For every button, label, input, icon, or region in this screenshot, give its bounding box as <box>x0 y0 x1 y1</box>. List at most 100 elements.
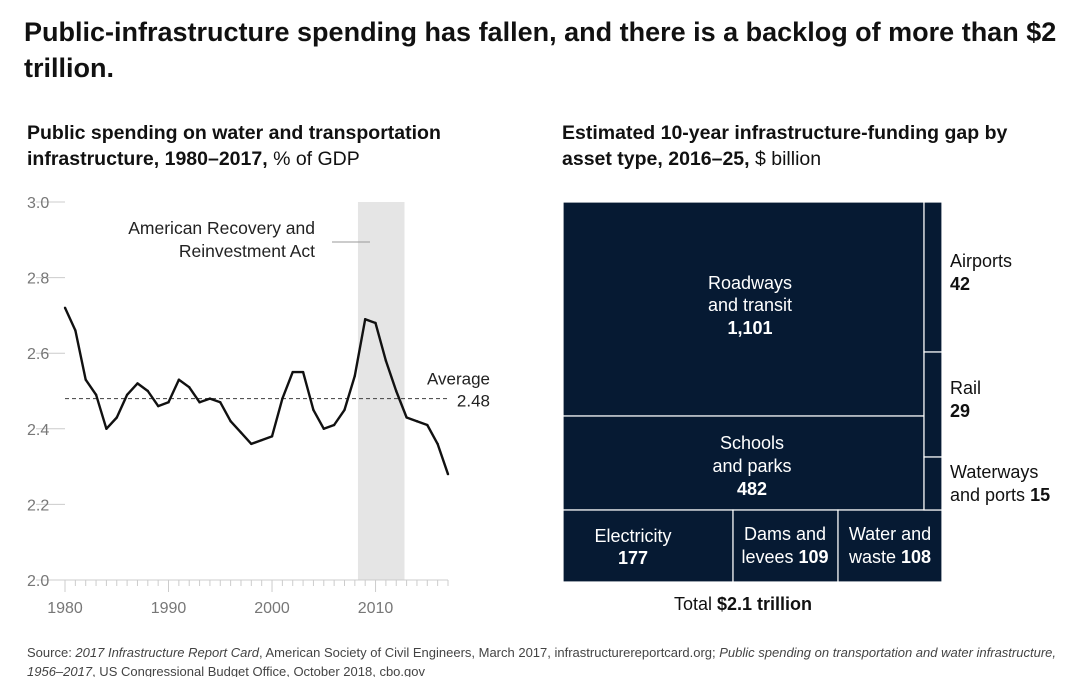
spending-data-point <box>322 427 325 430</box>
spending-data-point <box>63 306 67 310</box>
waterways-label-line2: and ports 15 <box>950 485 1050 505</box>
total-value: $2.1 trillion <box>717 594 813 614</box>
treemap-cell-airports <box>923 201 943 353</box>
spending-data-point <box>332 423 336 427</box>
spending-data-point <box>198 401 201 404</box>
spending-data-point <box>446 472 450 476</box>
treemap-cell-roadways-transit <box>562 201 925 417</box>
line-chart-title: Public spending on water and transportat… <box>27 120 507 172</box>
waterways-value: 15 <box>1030 485 1050 505</box>
spending-data-point <box>208 397 212 400</box>
treemap-cell-dams-levees <box>732 509 839 583</box>
spending-data-point <box>363 317 367 321</box>
treemap-total: Total $2.1 trillion <box>562 594 924 615</box>
spending-data-point <box>115 416 118 419</box>
line-chart-title-bold: Public spending on water and transportat… <box>27 122 441 170</box>
treemap-cell-water-waste <box>837 509 943 583</box>
spending-data-point <box>156 404 160 408</box>
dams-label-line2: levees 109 <box>741 547 828 567</box>
source-text-2: , US Congressional Budget Office, Octobe… <box>92 664 425 677</box>
average-label: Average <box>427 370 490 389</box>
spending-data-point <box>250 442 253 446</box>
spending-data-point <box>84 378 87 381</box>
spending-data-point <box>353 374 357 378</box>
source-text-1: , American Society of Civil Engineers, M… <box>258 645 720 660</box>
spending-data-point <box>426 423 429 427</box>
y-tick-label: 2.2 <box>27 497 49 514</box>
schools-value: 482 <box>737 479 767 499</box>
spending-data-point <box>188 386 191 389</box>
recovery-act-shaded-band <box>357 202 405 580</box>
waterways-label-line1: Waterways <box>950 462 1038 482</box>
y-tick-label: 2.8 <box>27 271 49 288</box>
spending-data-point <box>270 435 274 438</box>
y-tick-label: 2.4 <box>27 422 49 439</box>
x-tick-label: 1990 <box>151 600 187 617</box>
x-tick-label: 2010 <box>358 600 394 617</box>
electricity-value: 177 <box>618 548 648 568</box>
roadways-label-line2: and transit <box>708 295 792 315</box>
spending-data-point <box>405 416 408 419</box>
y-tick-label: 2.6 <box>27 346 49 363</box>
rail-value: 29 <box>950 401 970 421</box>
spending-data-point <box>436 442 439 446</box>
page-title: Public-infrastructure spending has falle… <box>24 17 1057 83</box>
spending-data-point <box>146 389 150 393</box>
spending-series-line <box>63 307 450 475</box>
schools-label-line1: Schools <box>720 433 784 453</box>
water-label-line1: Water and <box>849 524 931 544</box>
treemap-cell-electricity <box>562 509 734 583</box>
x-tick-label: 2000 <box>254 600 290 617</box>
line-chart-title-unit: % of GDP <box>273 148 360 170</box>
source-prefix: Source: <box>27 645 76 660</box>
spending-data-point <box>219 401 222 404</box>
spending-data-point <box>384 359 388 362</box>
spending-data-point <box>74 329 77 332</box>
dams-value: 109 <box>799 547 829 567</box>
water-value: 108 <box>901 547 931 567</box>
electricity-label: Electricity <box>594 526 671 546</box>
total-label: Total <box>673 594 712 614</box>
spending-data-point <box>94 393 98 396</box>
spending-data-point <box>343 408 346 412</box>
average-value-label: 2.48 <box>457 392 490 411</box>
spending-data-point <box>281 397 284 400</box>
y-tick-label: 3.0 <box>27 195 49 212</box>
spending-data-point <box>229 420 232 423</box>
source-title-1: 2017 Infrastructure Report Card <box>75 645 259 660</box>
spending-data-point <box>239 431 243 434</box>
x-tick-label: 1980 <box>47 600 83 617</box>
treemap-cell-waterways-ports <box>923 456 943 511</box>
spending-data-point <box>260 438 263 442</box>
rail-label: Rail <box>950 378 981 398</box>
schools-label-line2: and parks <box>712 456 791 476</box>
source-title-2: Public spending on transportation and wa… <box>27 645 1056 677</box>
treemap-cell-schools-parks <box>562 415 925 511</box>
recovery-act-annotation-line2: Reinvestment Act <box>179 241 315 261</box>
airports-value: 42 <box>950 274 970 294</box>
spending-data-point <box>395 389 398 393</box>
spending-data-point <box>415 420 419 423</box>
spending-data-point <box>177 378 181 381</box>
treemap-title: Estimated 10-year infrastructure-funding… <box>562 120 1052 172</box>
spending-data-point <box>125 393 129 396</box>
roadways-value: 1,101 <box>727 318 772 338</box>
spending-data-point <box>301 370 305 374</box>
treemap-title-unit: $ billion <box>754 148 822 170</box>
airports-label: Airports <box>950 251 1012 271</box>
spending-data-point <box>105 427 108 430</box>
source-note: Source: 2017 Infrastructure Report Card,… <box>27 643 1067 677</box>
treemap-title-bold: Estimated 10-year infrastructure-funding… <box>562 122 1008 170</box>
treemap-cell-rail <box>923 351 943 458</box>
water-label-line2: waste 108 <box>848 547 931 567</box>
spending-data-point <box>374 321 377 325</box>
spending-data-point <box>167 401 170 404</box>
dams-label-line1: Dams and <box>744 524 826 544</box>
line-chart: 3.0 2.8 2.6 2.4 2.2 2.0 1980 1990 2000 2010 Averag… <box>27 195 490 617</box>
spending-data-point <box>291 370 294 374</box>
spending-data-point <box>136 382 139 385</box>
roadways-label-line1: Roadways <box>708 273 792 293</box>
spending-data-point <box>312 408 315 412</box>
y-tick-label: 2.0 <box>27 573 49 590</box>
